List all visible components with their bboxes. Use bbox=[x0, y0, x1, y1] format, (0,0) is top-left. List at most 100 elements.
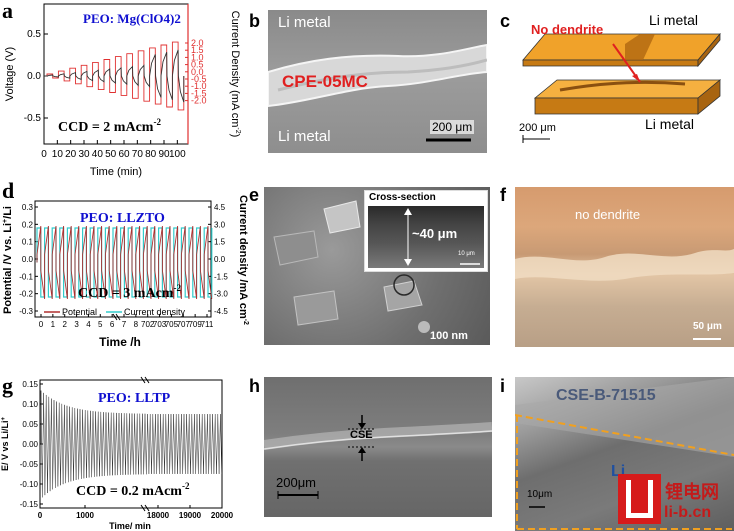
panel-label-g: g bbox=[2, 373, 13, 398]
panel-i-top-label: CSE-B-71515 bbox=[556, 387, 656, 404]
panel-d-ytick-left-label: 0.2 bbox=[22, 220, 34, 229]
panel-b-scale: 200 μm bbox=[430, 120, 475, 134]
panel-a-ylabel-right: Current Density (mA cm-2) bbox=[229, 11, 241, 138]
panel-d-ccd: CCD = 3 mAcm-2 bbox=[78, 283, 181, 301]
panel-g-ytick-label: -0.10 bbox=[20, 480, 39, 489]
panel-c-top-label: Li metal bbox=[649, 12, 699, 28]
panel-a-title: PEO: Mg(ClO4)2 bbox=[83, 11, 181, 26]
panel-g-xtick-label: 19000 bbox=[179, 511, 202, 520]
panel-d-xtick-label: 709 bbox=[188, 320, 202, 329]
watermark-url: li-b.cn bbox=[664, 504, 712, 521]
panel-a-xtick-label: 10 bbox=[52, 149, 64, 160]
panel-d-ytick-left-label: 0.0 bbox=[22, 255, 34, 264]
panel-e-thickness: ~40 μm bbox=[412, 226, 458, 241]
panel-d-xtick-label: 6 bbox=[110, 320, 115, 329]
panel-d-xtick-label: 2 bbox=[62, 320, 67, 329]
panel-a-xtick-label: 100 bbox=[169, 149, 186, 160]
panel-a-ytick-right-label: 0.5 bbox=[191, 60, 204, 70]
panel-label-f: f bbox=[500, 185, 506, 205]
panel-d-ytick-right-label: -4.5 bbox=[214, 307, 228, 316]
panel-label-b: b bbox=[249, 11, 260, 31]
panel-g-ylabel: E/ V vs Li/Li+ bbox=[0, 417, 10, 472]
panel-f-scale: 50 μm bbox=[693, 321, 722, 332]
panel-d-xtick-label: 702 bbox=[141, 320, 155, 329]
panel-d-xtick-label: 8 bbox=[134, 320, 139, 329]
panel-b-top-label: Li metal bbox=[278, 14, 331, 31]
panel-d-title: PEO: LLZTO bbox=[80, 211, 165, 226]
panel-d-ytick-right-label: 1.5 bbox=[214, 238, 226, 247]
panel-c-image: No dendrite Li metal Li metal 200 μm bbox=[515, 10, 734, 153]
panel-g-ytick-label: -0.15 bbox=[20, 500, 39, 509]
panel-a-ccd: CCD = 2 mAcm-2 bbox=[58, 117, 161, 135]
panel-a-ytick-left-label: 0.0 bbox=[27, 71, 41, 82]
panel-g-xtick-label: 18000 bbox=[147, 511, 170, 520]
panel-g-voltage-line bbox=[40, 390, 222, 498]
panel-d-ytick-right-label: 4.5 bbox=[214, 203, 226, 212]
panel-d-xlabel: Time /h bbox=[99, 335, 141, 349]
panel-g-ccd: CCD = 0.2 mAcm-2 bbox=[76, 481, 190, 499]
panel-d-xtick-label: 703 bbox=[153, 320, 167, 329]
panel-g-ytick-label: 0.05 bbox=[22, 420, 38, 429]
panel-d-ytick-left-label: -0.1 bbox=[19, 272, 33, 281]
panel-d-ytick-left-label: -0.3 bbox=[19, 307, 33, 316]
panel-e-inset-image: ~40 μm 10 μm bbox=[368, 206, 484, 268]
panel-c-bottom-label: Li metal bbox=[645, 116, 695, 132]
panel-d-ytick-left-label: 0.3 bbox=[22, 203, 34, 212]
panel-a-xtick-label: 50 bbox=[105, 149, 117, 160]
panel-h-image: CSE 200μm bbox=[264, 377, 492, 517]
panel-a-chart: 0 10 20 30 40 50 60 70 80 90 1000.50.0-0.52.01.51.… bbox=[4, 3, 241, 178]
panel-a-ytick-right-label: 1.0 bbox=[191, 52, 204, 62]
panel-d-xtick-label: 7 bbox=[122, 320, 127, 329]
panel-d-ytick-left-label: 0.1 bbox=[22, 238, 34, 247]
panel-a-ytick-right-label: 2.0 bbox=[191, 38, 204, 48]
panel-e-inset-scale: 10 μm bbox=[458, 251, 475, 257]
panel-g-ytick-label: 0.15 bbox=[22, 380, 38, 389]
panel-a-ytick-right-label: -2.0 bbox=[191, 96, 207, 106]
panel-a-xtick-label: 60 bbox=[118, 149, 130, 160]
panel-d-xtick-label: 0 bbox=[39, 320, 44, 329]
panel-label-e: e bbox=[249, 185, 260, 205]
panel-label-i: i bbox=[500, 376, 506, 396]
panel-a-ytick-left-label: 0.5 bbox=[27, 29, 41, 40]
panel-h-scale: 200μm bbox=[276, 475, 317, 490]
panel-a-xtick-label: 40 bbox=[92, 149, 104, 160]
panel-label-h: h bbox=[249, 376, 260, 396]
panel-b-bottom-label: Li metal bbox=[278, 128, 331, 145]
panel-f-image: no dendrite 50 μm bbox=[515, 187, 734, 347]
panel-g-xtick-label: 20000 bbox=[211, 511, 234, 520]
panel-label-a: a bbox=[2, 0, 13, 23]
panel-h-cse-label: CSE bbox=[350, 429, 373, 441]
panel-label-d: d bbox=[2, 178, 15, 203]
panel-g-title: PEO: LLTP bbox=[98, 391, 171, 406]
panel-g-chart: 0 1000 18000 19000 20000 0.15 0.10 0.05 0.00 -0.0… bbox=[0, 376, 234, 531]
panel-d-ytick-right-label: 3.0 bbox=[214, 220, 226, 229]
panel-a-xtick-label: 70 bbox=[132, 149, 144, 160]
panel-a-xtick-label: 30 bbox=[78, 149, 90, 160]
panel-a-ytick-right-label: -1.5 bbox=[191, 88, 207, 98]
panel-a-ytick-right-label: -1.0 bbox=[191, 81, 207, 91]
panel-a-xtick-label: 80 bbox=[145, 149, 157, 160]
panel-g-ytick-label: 0.00 bbox=[22, 440, 38, 449]
panel-a-ylabel-left: Voltage (V) bbox=[4, 47, 16, 101]
panel-g-ytick-label: -0.05 bbox=[20, 460, 39, 469]
panel-a-ytick-right-label: 0.0 bbox=[191, 67, 204, 77]
panel-g-xtick-label: 0 bbox=[38, 511, 43, 520]
panel-d-xtick-label: 707 bbox=[177, 320, 191, 329]
watermark-logo bbox=[618, 474, 661, 524]
panel-b-mid-label: CPE-05MC bbox=[282, 72, 368, 91]
panel-e-scale: 100 nm bbox=[430, 330, 468, 342]
panel-d-ytick-left-label: -0.2 bbox=[19, 290, 33, 299]
panel-i-scale: 10μm bbox=[527, 489, 553, 500]
panel-e-image: Cross-section ~40 μm 10 μm 100 nm bbox=[264, 187, 490, 345]
panel-e-inset-title: Cross-section bbox=[369, 192, 436, 203]
panel-a-ytick-right-label: 1.5 bbox=[191, 45, 204, 55]
panel-a-voltage-line bbox=[44, 49, 185, 103]
panel-d-ylabel-right: Current density /mA cm-2 bbox=[237, 195, 249, 325]
watermark-chars: 锂电网 bbox=[665, 482, 719, 503]
panel-d-xtick-label: 3 bbox=[74, 320, 79, 329]
panel-c-scale: 200 μm bbox=[519, 122, 556, 134]
panel-g-xtick-label: 1000 bbox=[76, 511, 94, 520]
panel-d-xtick-label: 711 bbox=[201, 320, 214, 329]
panel-label-c: c bbox=[500, 11, 511, 31]
